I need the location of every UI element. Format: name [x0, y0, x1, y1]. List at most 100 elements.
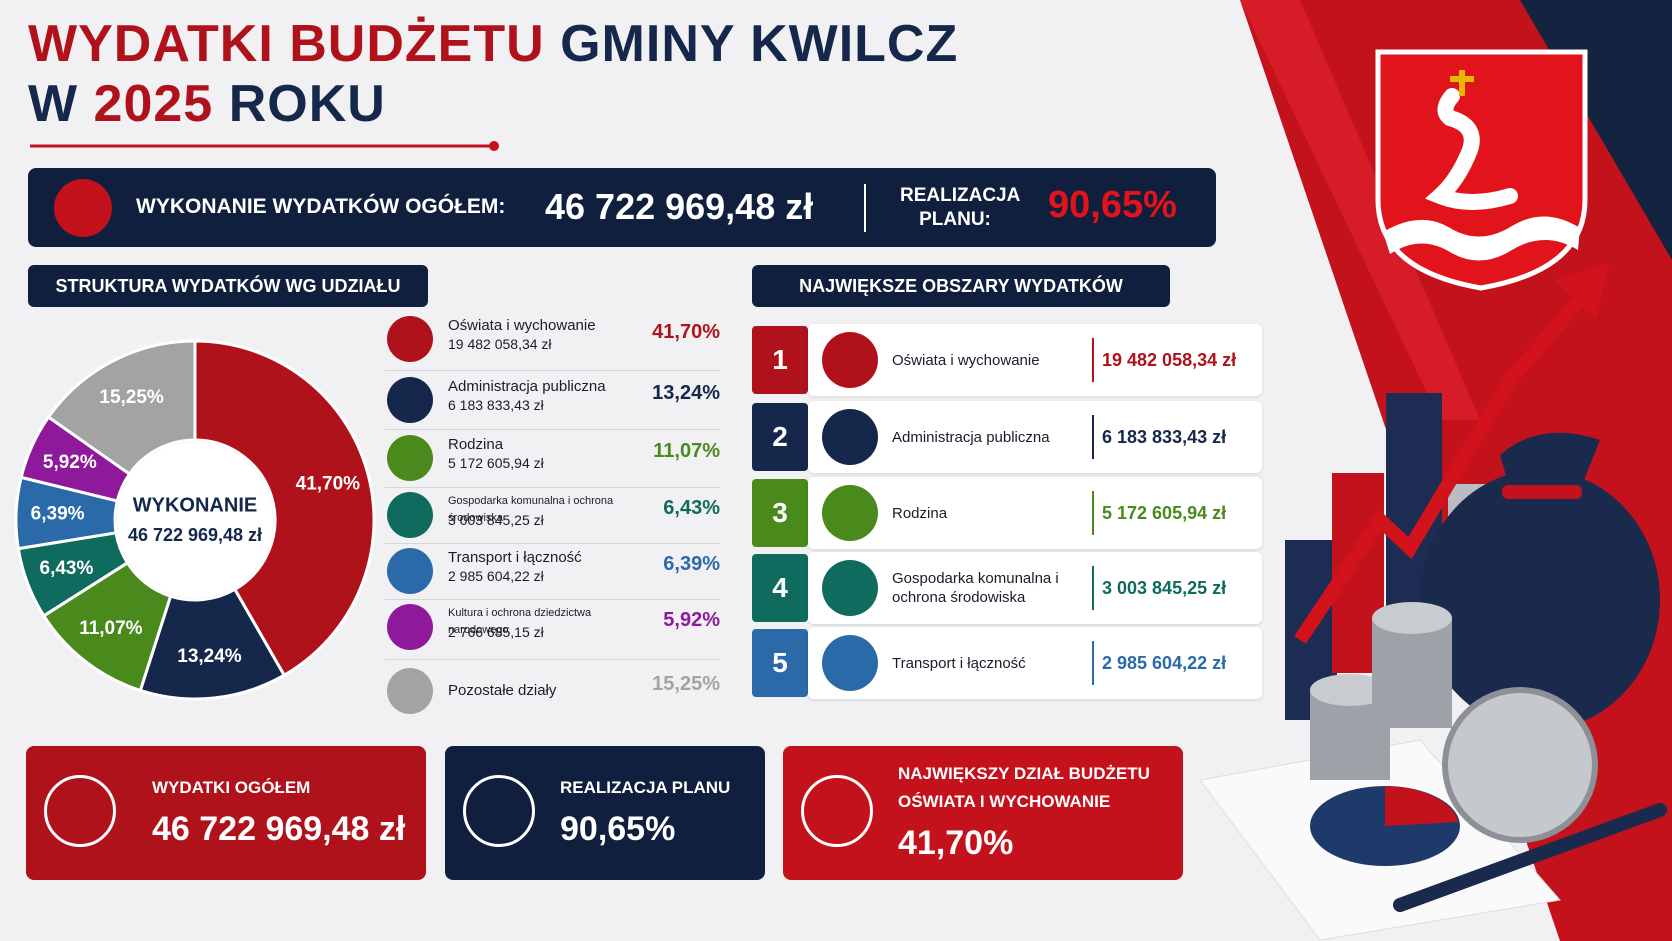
card-label: WYDATKI OGÓŁEM — [152, 778, 311, 797]
rank-number: 5 — [772, 647, 788, 678]
card-icon — [44, 775, 116, 847]
legend-separator — [385, 429, 720, 430]
donut-value-label: 15,25% — [99, 387, 164, 408]
legend-amount: 19 482 058,34 zł — [448, 336, 552, 352]
card-label: NAJWIĘKSZY DZIAŁ BUDŻETU — [898, 764, 1150, 783]
summary-card: NAJWIĘKSZY DZIAŁ BUDŻETU OŚWIATA I WYCHOW… — [783, 746, 1183, 880]
legend-amount: 6 183 833,43 zł — [448, 397, 544, 413]
rank-number: 2 — [772, 421, 788, 452]
legend-percent: 5,92% — [663, 609, 720, 631]
summary-divider — [864, 184, 866, 232]
donut-segment — [193, 339, 376, 678]
section-header-text: NAJWIĘKSZE OBSZARY WYDATKÓW — [799, 276, 1123, 296]
legend-separator — [385, 599, 720, 600]
area-icon — [822, 409, 878, 465]
legend-percent: 6,39% — [663, 553, 720, 575]
area-card: Transport i łączność 2 985 604,22 zł — [808, 627, 1262, 699]
legend-amount: 2 766 685,15 zł — [448, 624, 544, 640]
area-amount: 3 003 845,25 zł — [1102, 578, 1227, 598]
legend-icon — [387, 668, 433, 714]
legend-name: Transport i łączność — [448, 549, 582, 566]
area-divider — [1092, 338, 1094, 382]
rank-box: 2 — [752, 403, 808, 471]
red-band-light — [1240, 0, 1480, 420]
summary-card: WYDATKI OGÓŁEM 46 722 969,48 zł — [26, 746, 426, 880]
legend-icon — [387, 548, 433, 594]
area-amount: 6 183 833,43 zł — [1102, 427, 1227, 447]
coins-decor — [1310, 602, 1598, 843]
legend-name: Rodzina — [448, 436, 504, 453]
paper-decor — [1199, 739, 1561, 941]
arrow-head — [1555, 262, 1610, 320]
area-amount: 5 172 605,94 zł — [1102, 503, 1227, 523]
legend-separator — [385, 659, 720, 660]
title-part: 2025 — [93, 75, 214, 133]
area-name: Oświata i wychowanie — [892, 351, 1040, 369]
area-card: Oświata i wychowanie 19 482 058,34 zł — [808, 324, 1262, 396]
legend-percent: 13,24% — [652, 382, 720, 404]
card-sublabel: OŚWIATA I WYCHOWANIE — [898, 792, 1111, 811]
section-header: STRUKTURA WYDATKÓW WG UDZIAŁU — [28, 265, 428, 307]
donut-segment — [46, 339, 197, 477]
rank-box: 1 — [752, 326, 808, 394]
legend-separator — [385, 486, 720, 488]
area-card: Gospodarka komunalna i ochrona środowisk… — [808, 552, 1262, 624]
legend-separator — [385, 543, 720, 544]
area-amount: 2 985 604,22 zł — [1102, 653, 1227, 673]
card-icon — [463, 775, 535, 847]
area-icon — [822, 635, 878, 691]
area-name: Gospodarka komunalna i ochrona środowisk… — [892, 570, 1059, 606]
area-divider — [1092, 641, 1094, 685]
legend-amount: 5 172 605,94 zł — [448, 455, 544, 471]
legend-name: Kultura i ochrona dziedzictwa narodowego — [448, 607, 592, 636]
legend-icon — [387, 316, 433, 362]
legend-name: Gospodarka komunalna i ochrona środowisk… — [448, 495, 614, 524]
rank-number: 4 — [772, 572, 788, 603]
summary-realization-label: REALIZACJA PLANU: — [900, 185, 1021, 230]
area-divider — [1092, 566, 1094, 610]
summary-label: WYKONANIE WYDATKÓW OGÓŁEM: — [136, 195, 506, 218]
area-icon — [822, 332, 878, 388]
legend-amount: 3 003 845,25 zł — [448, 512, 544, 528]
title-part: WYDATKI BUDŻETU — [28, 15, 545, 73]
summary-bar: WYKONANIE WYDATKÓW OGÓŁEM: 46 722 969,48 … — [28, 168, 1216, 247]
legend-separator — [385, 369, 720, 371]
title-line-2: W 2025 ROKU — [28, 74, 386, 134]
legend-icon — [387, 435, 433, 481]
donut-value-label: 13,24% — [177, 646, 242, 667]
rank-box: 3 — [752, 479, 808, 547]
legend-amount: 2 985 604,22 zł — [448, 568, 544, 584]
card-value: 46 722 969,48 zł — [152, 810, 406, 848]
area-name: Transport i łączność — [892, 654, 1026, 672]
donut-center-label: WYKONANIE — [133, 494, 257, 516]
legend-name: Oświata i wychowanie — [448, 317, 596, 334]
rank-number: 1 — [772, 344, 788, 375]
summary-realization-value: 90,65% — [1048, 184, 1177, 226]
summary-amount: 46 722 969,48 zł — [545, 186, 814, 227]
donut-hole — [117, 442, 273, 598]
title-underline-dot — [489, 141, 499, 151]
legend-icon — [387, 604, 433, 650]
legend-percent: 41,70% — [652, 321, 720, 343]
legend-percent: 6,43% — [663, 497, 720, 519]
title-part: GMINY KWILCZ — [560, 15, 959, 73]
card-icon — [801, 775, 873, 847]
section-header-text: STRUKTURA WYDATKÓW WG UDZIAŁU — [55, 276, 401, 296]
area-name: Rodzina — [892, 504, 948, 522]
summary-icon — [54, 179, 112, 237]
area-icon — [822, 485, 878, 541]
rank-box: 5 — [752, 629, 808, 697]
summary-card: REALIZACJA PLANU 90,65% — [445, 746, 765, 880]
area-divider — [1092, 491, 1094, 535]
donut-segment — [138, 587, 287, 701]
title-line-1: WYDATKI BUDŻETU GMINY KWILCZ — [28, 14, 958, 74]
donut-value-label: 41,70% — [296, 474, 361, 495]
card-value: 41,70% — [898, 824, 1014, 862]
card-label: REALIZACJA PLANU — [560, 778, 731, 797]
rank-box: 4 — [752, 554, 808, 622]
legend-percent: 11,07% — [653, 440, 720, 462]
donut-value-label: 6,43% — [40, 558, 94, 579]
